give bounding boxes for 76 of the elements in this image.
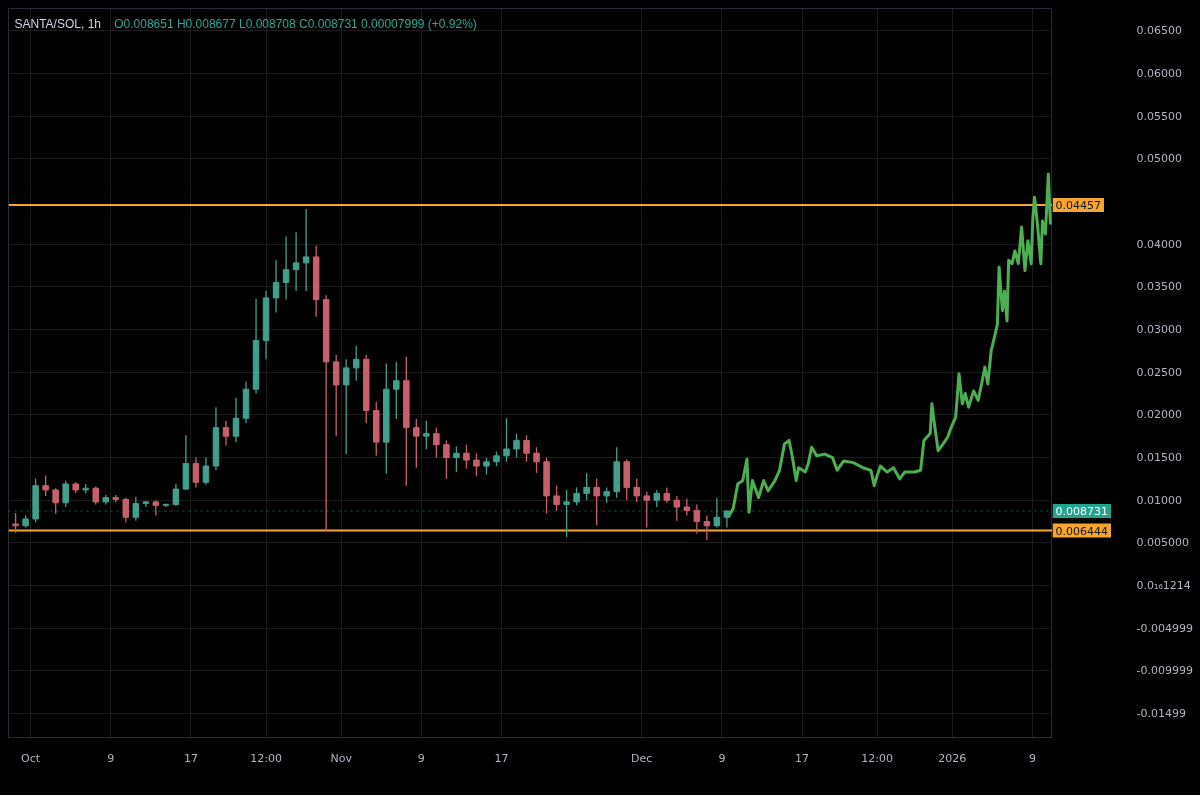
x-tick-label: 17 bbox=[183, 751, 198, 765]
candlestick bbox=[292, 231, 300, 292]
ref-line-label: 0.006444 bbox=[1055, 524, 1108, 538]
y-tick-label: 0.06500 bbox=[1136, 24, 1182, 38]
candlestick bbox=[132, 496, 140, 522]
x-tick-label: Nov bbox=[330, 751, 353, 765]
candlestick bbox=[352, 345, 360, 382]
y-tick-label: 0.03000 bbox=[1136, 322, 1182, 336]
x-tick-label: 17 bbox=[795, 751, 810, 765]
candlestick bbox=[643, 491, 651, 529]
candlestick bbox=[272, 259, 280, 314]
text: O0.008651 H0.008677 L0.008708 C0.008731 0.00007999 (+0.92%) bbox=[114, 16, 477, 31]
y-tick-label: 0.06000 bbox=[1136, 66, 1182, 80]
x-tick-label: 2026 bbox=[938, 751, 967, 765]
x-tick-label: 9 bbox=[1028, 751, 1036, 765]
candlestick bbox=[473, 452, 480, 477]
candlestick bbox=[302, 208, 310, 292]
y-tick-label: 0.02500 bbox=[1136, 365, 1182, 379]
candlestick bbox=[232, 397, 240, 443]
x-tick-label: 12:00 bbox=[861, 751, 894, 765]
candlestick bbox=[583, 472, 590, 501]
candlestick bbox=[152, 499, 160, 517]
candlestick bbox=[453, 445, 460, 473]
x-tick-label: 17 bbox=[494, 751, 509, 765]
candlestick bbox=[463, 444, 470, 470]
candlestick bbox=[393, 361, 400, 420]
candlestick bbox=[693, 503, 701, 535]
candlestick bbox=[172, 483, 180, 507]
y-tick-label: 0.04000 bbox=[1136, 237, 1182, 251]
y-tick-label: 0.01500 bbox=[1136, 451, 1182, 465]
y-tick-label: 0.01000 bbox=[1136, 493, 1182, 507]
ref-line-label: 0.04457 bbox=[1055, 199, 1101, 213]
x-tick-label: Dec bbox=[631, 751, 653, 765]
y-tick-label: 0.05000 bbox=[1136, 152, 1182, 166]
y-tick-label: 0.005000 bbox=[1136, 536, 1189, 550]
candlestick bbox=[342, 358, 350, 455]
x-tick-label: 9 bbox=[417, 751, 425, 765]
candlestick bbox=[673, 495, 681, 522]
x-tick-label: 9 bbox=[107, 751, 115, 765]
x-tick-label: 12:00 bbox=[250, 751, 282, 765]
candlestick bbox=[222, 420, 230, 447]
candlestick bbox=[503, 417, 510, 463]
candlestick bbox=[423, 420, 430, 450]
ref-line-label: 0.008731 bbox=[1055, 505, 1108, 519]
candlestick bbox=[433, 426, 440, 459]
candlestick bbox=[12, 512, 19, 534]
candlestick bbox=[413, 418, 420, 469]
candlestick bbox=[703, 514, 711, 541]
y-tick-label: 0.02000 bbox=[1136, 408, 1182, 422]
y-tick-label: 0.03500 bbox=[1136, 280, 1182, 294]
candlestick bbox=[713, 496, 721, 529]
candlestick bbox=[593, 478, 600, 526]
y-tick-label: 0.05500 bbox=[1136, 109, 1182, 123]
candlestick bbox=[563, 489, 570, 538]
candlestick bbox=[122, 496, 130, 524]
candlestick bbox=[533, 446, 540, 474]
y-tick-label: 0.0₁₆1214 bbox=[1136, 579, 1191, 593]
y-tick-label: -0.01499 bbox=[1136, 707, 1186, 721]
candlestick bbox=[192, 456, 200, 489]
candlestick bbox=[513, 432, 520, 459]
candlestick bbox=[52, 487, 59, 515]
y-tick-label: -0.009999 bbox=[1136, 664, 1193, 678]
candlestick bbox=[332, 354, 340, 437]
candlestick bbox=[553, 485, 560, 512]
candlestick bbox=[523, 434, 530, 463]
candlestick bbox=[62, 479, 69, 508]
candlestick bbox=[633, 478, 640, 503]
x-tick-label: 9 bbox=[718, 751, 726, 765]
candlestick bbox=[42, 474, 49, 497]
candlestick bbox=[202, 456, 210, 486]
x-tick-label: Oct bbox=[21, 751, 41, 765]
candlestick bbox=[443, 439, 450, 480]
text: SANTA/SOL, 1h bbox=[14, 16, 101, 31]
candlestick bbox=[723, 509, 731, 529]
candlestick bbox=[282, 235, 290, 301]
y-tick-label: -0.004999 bbox=[1136, 621, 1193, 635]
